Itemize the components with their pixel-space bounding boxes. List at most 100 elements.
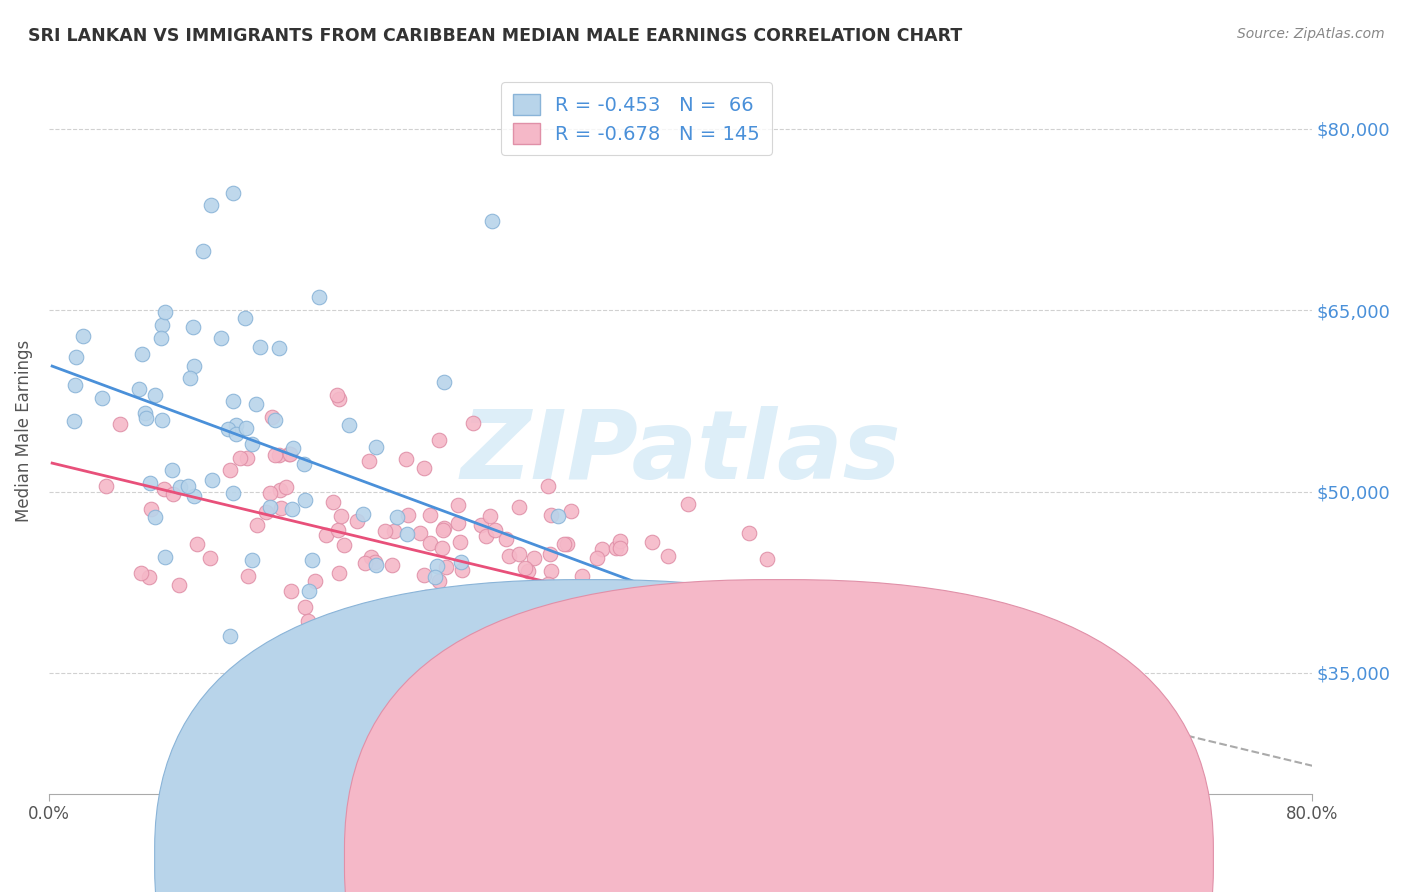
Point (235, 420, 257, 434)
Point (434, 632, 457, 647)
Point (1026, 722, 1049, 736)
Point (984, 686, 1007, 700)
Point (322, 495, 344, 509)
Point (641, 535, 664, 549)
Point (236, 451, 259, 466)
Point (135, 411, 157, 425)
Point (447, 498, 470, 512)
Point (264, 448, 287, 462)
Point (426, 610, 449, 624)
Point (515, 561, 537, 575)
Text: Source: ZipAtlas.com: Source: ZipAtlas.com (1237, 27, 1385, 41)
Point (419, 508, 441, 522)
Point (427, 574, 450, 588)
Point (72, 329, 94, 343)
Point (200, 550, 222, 565)
Point (419, 536, 441, 550)
Point (273, 634, 295, 648)
Point (605, 541, 627, 555)
Point (540, 564, 562, 578)
Point (540, 508, 562, 522)
Point (695, 659, 717, 673)
Point (233, 310, 256, 325)
Point (591, 663, 613, 677)
Point (463, 591, 485, 606)
Point (465, 636, 488, 650)
Point (449, 534, 471, 549)
Point (426, 558, 449, 573)
Point (160, 463, 183, 477)
Point (357, 454, 380, 468)
Point (278, 447, 301, 461)
Point (326, 388, 349, 402)
Point (450, 563, 472, 577)
Point (328, 566, 350, 580)
Point (513, 603, 536, 617)
Point (603, 635, 626, 649)
Point (508, 547, 530, 561)
Point (270, 500, 292, 515)
Point (678, 497, 700, 511)
Point (375, 653, 398, 667)
Point (537, 479, 560, 493)
Point (385, 509, 408, 524)
Point (259, 485, 281, 500)
Point (128, 383, 150, 397)
Point (218, 463, 240, 477)
Point (150, 331, 173, 345)
Point (249, 340, 271, 354)
Point (723, 643, 745, 657)
Point (484, 524, 506, 538)
Point (176, 479, 198, 493)
Point (281, 502, 304, 516)
Point (134, 406, 156, 420)
Point (547, 508, 569, 523)
Point (571, 569, 593, 583)
Point (553, 627, 575, 641)
Point (150, 413, 173, 427)
Point (269, 341, 291, 355)
Point (713, 607, 735, 621)
Point (328, 392, 350, 406)
Point (405, 596, 427, 610)
Point (162, 487, 184, 501)
Point (470, 517, 492, 532)
Point (63, 414, 86, 428)
Point (387, 715, 409, 730)
Point (240, 436, 263, 450)
Point (354, 556, 377, 570)
Text: Immigrants from Caribbean: Immigrants from Caribbean (799, 849, 1028, 867)
Point (408, 526, 430, 541)
Point (1029, 628, 1052, 642)
Point (260, 410, 283, 425)
Point (382, 607, 405, 621)
Point (267, 448, 290, 462)
Point (955, 671, 977, 685)
Point (644, 739, 666, 754)
Point (225, 426, 247, 441)
Point (65, 350, 87, 364)
Text: ZIPatlas: ZIPatlas (460, 407, 901, 500)
Point (499, 731, 522, 746)
Point (63, 377, 86, 392)
Point (222, 394, 245, 409)
Point (363, 555, 385, 569)
Point (254, 505, 277, 519)
Point (644, 624, 666, 638)
Point (879, 740, 901, 755)
Point (294, 493, 316, 508)
Point (523, 550, 546, 565)
Point (280, 584, 302, 599)
Point (274, 480, 297, 494)
Point (360, 549, 382, 564)
Point (557, 536, 579, 550)
Point (229, 450, 252, 465)
Point (143, 388, 166, 402)
Point (394, 609, 416, 624)
Point (433, 521, 456, 535)
Point (415, 590, 437, 604)
Point (183, 359, 205, 374)
Point (225, 418, 247, 433)
Point (955, 658, 977, 673)
Point (315, 528, 337, 542)
